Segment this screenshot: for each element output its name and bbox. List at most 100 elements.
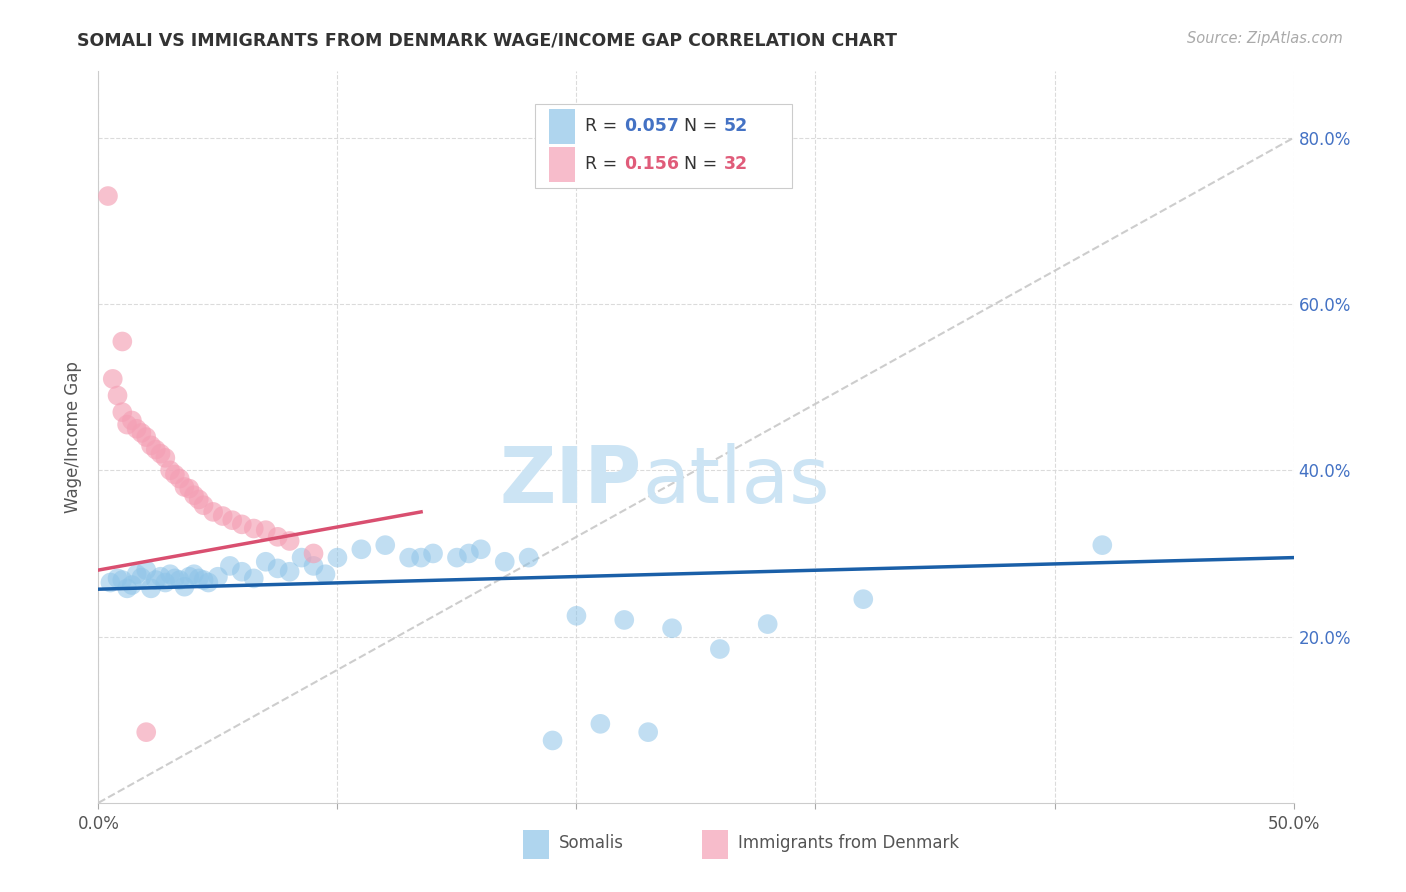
Point bbox=[315, 567, 337, 582]
Point bbox=[125, 422, 148, 436]
FancyBboxPatch shape bbox=[702, 830, 728, 859]
Point bbox=[267, 561, 290, 575]
Point bbox=[494, 555, 516, 569]
Text: atlas: atlas bbox=[643, 443, 830, 519]
Text: Somalis: Somalis bbox=[558, 834, 623, 852]
Point bbox=[145, 442, 167, 457]
Point bbox=[179, 482, 201, 496]
Text: N =: N = bbox=[685, 117, 723, 136]
Text: ZIP: ZIP bbox=[501, 443, 643, 519]
Point bbox=[131, 570, 153, 584]
Point bbox=[125, 567, 148, 582]
Point bbox=[131, 425, 153, 440]
Point bbox=[231, 565, 253, 579]
Point bbox=[219, 558, 242, 573]
Point bbox=[183, 488, 205, 502]
Point bbox=[302, 546, 325, 560]
Point bbox=[193, 573, 215, 587]
Point bbox=[267, 530, 290, 544]
Point bbox=[207, 570, 229, 584]
Point bbox=[135, 563, 157, 577]
FancyBboxPatch shape bbox=[534, 104, 792, 188]
Point bbox=[155, 575, 177, 590]
Point bbox=[173, 580, 195, 594]
Point bbox=[254, 523, 277, 537]
Point bbox=[1091, 538, 1114, 552]
Point bbox=[470, 542, 492, 557]
Text: Source: ZipAtlas.com: Source: ZipAtlas.com bbox=[1187, 31, 1343, 46]
Text: R =: R = bbox=[585, 155, 623, 173]
Point bbox=[183, 567, 205, 582]
Point bbox=[159, 567, 181, 582]
Point bbox=[111, 573, 134, 587]
Point bbox=[121, 578, 143, 592]
Point bbox=[221, 513, 243, 527]
FancyBboxPatch shape bbox=[548, 109, 575, 144]
Point bbox=[243, 571, 266, 585]
Point bbox=[517, 550, 540, 565]
Text: SOMALI VS IMMIGRANTS FROM DENMARK WAGE/INCOME GAP CORRELATION CHART: SOMALI VS IMMIGRANTS FROM DENMARK WAGE/I… bbox=[77, 31, 897, 49]
Point bbox=[398, 550, 420, 565]
Point bbox=[135, 725, 157, 739]
Point bbox=[278, 565, 301, 579]
Point bbox=[458, 546, 481, 560]
Point bbox=[121, 413, 143, 427]
Point bbox=[350, 542, 373, 557]
Point bbox=[197, 575, 219, 590]
Point bbox=[326, 550, 349, 565]
Text: Immigrants from Denmark: Immigrants from Denmark bbox=[738, 834, 959, 852]
Point bbox=[231, 517, 253, 532]
Point bbox=[135, 430, 157, 444]
Point bbox=[169, 472, 191, 486]
Point bbox=[374, 538, 396, 552]
Point bbox=[661, 621, 683, 635]
Point bbox=[111, 334, 134, 349]
Point bbox=[107, 388, 129, 402]
Point bbox=[159, 463, 181, 477]
Text: 0.057: 0.057 bbox=[624, 117, 679, 136]
Text: 52: 52 bbox=[724, 117, 748, 136]
Point bbox=[541, 733, 564, 747]
Point bbox=[637, 725, 659, 739]
FancyBboxPatch shape bbox=[523, 830, 548, 859]
Point bbox=[411, 550, 433, 565]
Point bbox=[254, 555, 277, 569]
Point bbox=[422, 546, 444, 560]
Text: R =: R = bbox=[585, 117, 623, 136]
Point bbox=[291, 550, 314, 565]
Point bbox=[193, 498, 215, 512]
Point bbox=[98, 575, 122, 590]
Point bbox=[145, 573, 167, 587]
Point bbox=[149, 447, 172, 461]
Point bbox=[173, 480, 195, 494]
Point bbox=[187, 571, 209, 585]
Text: 0.156: 0.156 bbox=[624, 155, 679, 173]
Point bbox=[709, 642, 731, 657]
Text: 32: 32 bbox=[724, 155, 748, 173]
Point bbox=[202, 505, 225, 519]
Point bbox=[97, 189, 120, 203]
Point bbox=[243, 521, 266, 535]
Text: N =: N = bbox=[685, 155, 723, 173]
Point bbox=[211, 509, 233, 524]
Point bbox=[565, 608, 588, 623]
Point bbox=[278, 533, 301, 548]
Y-axis label: Wage/Income Gap: Wage/Income Gap bbox=[65, 361, 83, 513]
Point bbox=[446, 550, 468, 565]
Point bbox=[756, 617, 779, 632]
Point bbox=[115, 582, 138, 596]
Point bbox=[187, 492, 209, 507]
Point bbox=[163, 467, 186, 482]
Point bbox=[115, 417, 138, 432]
Point bbox=[589, 716, 612, 731]
Point bbox=[169, 573, 191, 587]
FancyBboxPatch shape bbox=[548, 146, 575, 182]
Point bbox=[613, 613, 636, 627]
Point bbox=[111, 405, 134, 419]
Point bbox=[139, 582, 162, 596]
Point bbox=[139, 438, 162, 452]
Point bbox=[163, 571, 186, 585]
Point bbox=[852, 592, 875, 607]
Point bbox=[101, 372, 124, 386]
Point bbox=[302, 558, 325, 573]
